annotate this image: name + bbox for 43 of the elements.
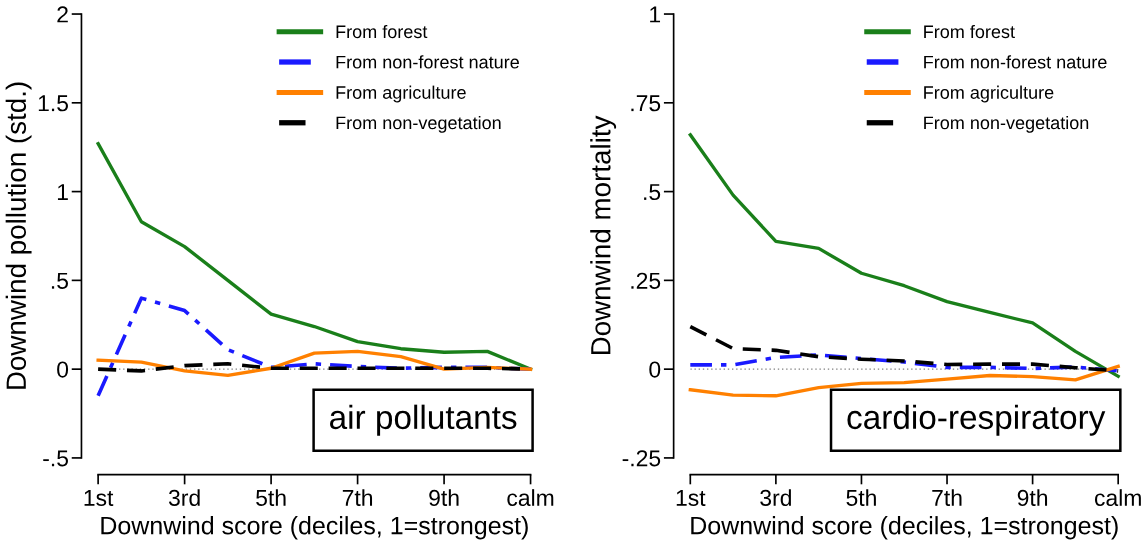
y-tick-label: .5 — [644, 184, 661, 201]
legend-label: From agriculture — [924, 85, 1054, 103]
x-tick-label: 1st — [84, 490, 114, 506]
x-tick-label: calm — [507, 489, 554, 506]
x-tick-label: 9th — [1017, 489, 1048, 506]
line-series — [96, 141, 533, 371]
y-tick-label: -.25 — [622, 450, 661, 467]
x-tick-label: 9th — [429, 489, 459, 506]
y-tick-label: -.5 — [43, 450, 68, 467]
y-tick-label: .5 — [51, 272, 68, 289]
y-tick-label: 2 — [57, 6, 68, 23]
y-tick-label: 1 — [650, 6, 661, 23]
x-tick-label: 5th — [256, 489, 286, 506]
legend-label: From non-forest nature — [336, 55, 519, 69]
x-tick-label: 7th — [932, 489, 962, 506]
y-tick-label: .25 — [631, 272, 661, 289]
legend-label: From forest — [924, 24, 1015, 39]
line-series — [688, 364, 1120, 398]
y-tick-label: 1 — [57, 184, 68, 200]
annotation: cardio-respiratory — [847, 404, 1106, 436]
y-tick-label: 0 — [57, 361, 69, 378]
x-tick-label: 7th — [342, 489, 373, 506]
legend-label: From non-vegetation — [336, 115, 501, 133]
y-tick-label: 1.5 — [38, 95, 68, 112]
legend-label: From non-forest nature — [924, 55, 1107, 69]
x-axis-title: Downwind score (deciles, 1=strongest) — [101, 516, 528, 540]
y-tick-label: 0 — [649, 361, 661, 378]
line-series — [688, 133, 1120, 378]
x-tick-label: 3rd — [760, 489, 791, 506]
legend-label: From forest — [336, 24, 428, 39]
x-tick-label: 5th — [846, 489, 876, 506]
annotation: air pollutants — [330, 404, 517, 436]
y-axis-title: Downwind mortality — [590, 115, 617, 355]
line-series — [688, 353, 1120, 373]
legend-label: From agriculture — [336, 85, 466, 103]
x-tick-label: 1st — [676, 490, 706, 506]
line-series — [688, 324, 1120, 373]
y-axis-title: Downwind pollution (std.) — [5, 82, 32, 389]
legend-label: From non-vegetation — [924, 115, 1089, 133]
x-axis-title: Downwind score (deciles, 1=strongest) — [691, 516, 1118, 540]
x-tick-label: calm — [1094, 489, 1141, 506]
y-tick-label: .75 — [631, 95, 661, 112]
x-tick-label: 3rd — [168, 489, 200, 506]
